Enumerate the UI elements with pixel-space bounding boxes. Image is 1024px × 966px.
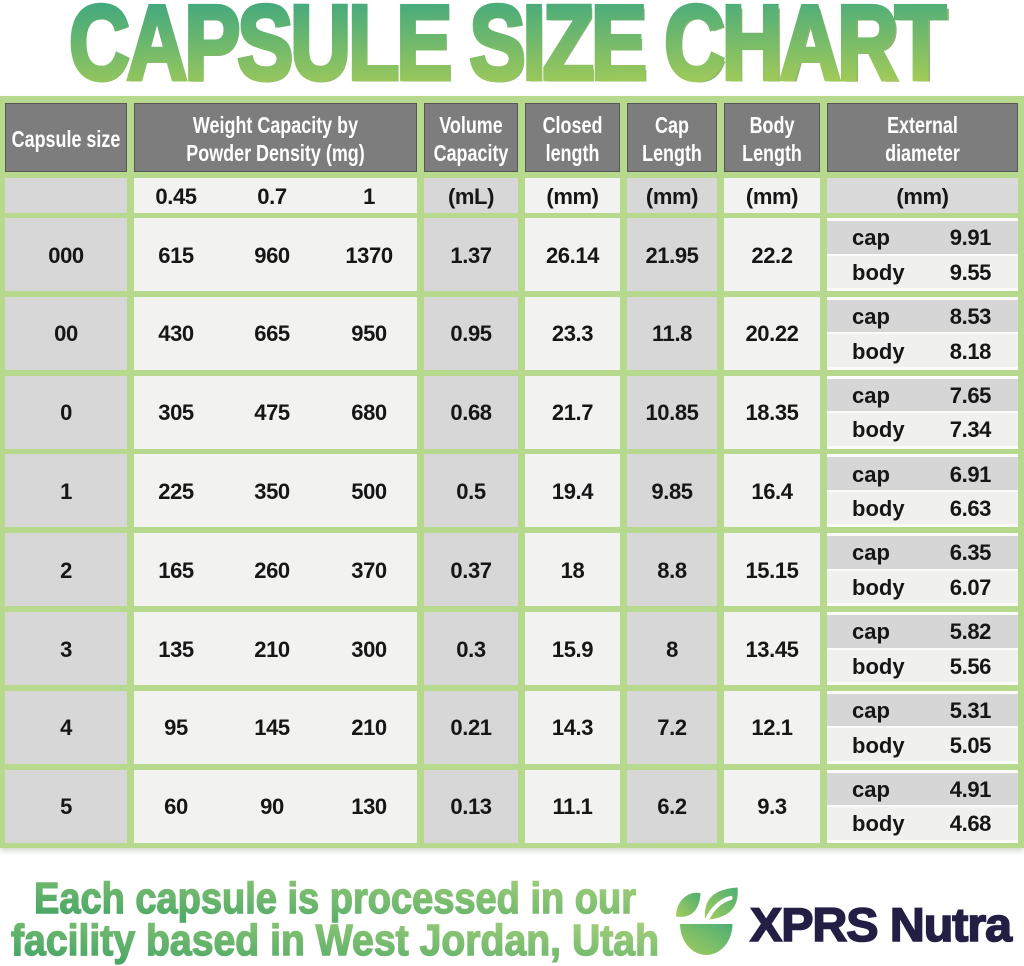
svg-text:facility based in West Jordan,: facility based in West Jordan, Utah [11, 916, 659, 965]
svg-text:XPRS Nutra: XPRS Nutra [750, 898, 1013, 951]
svg-text:CAPSULE SIZE CHART: CAPSULE SIZE CHART [69, 0, 946, 96]
svg-text:Each capsule is processed in o: Each capsule is processed in our [34, 874, 636, 923]
svg-text:CAPSULE SIZE CHART: CAPSULE SIZE CHART [70, 0, 950, 96]
